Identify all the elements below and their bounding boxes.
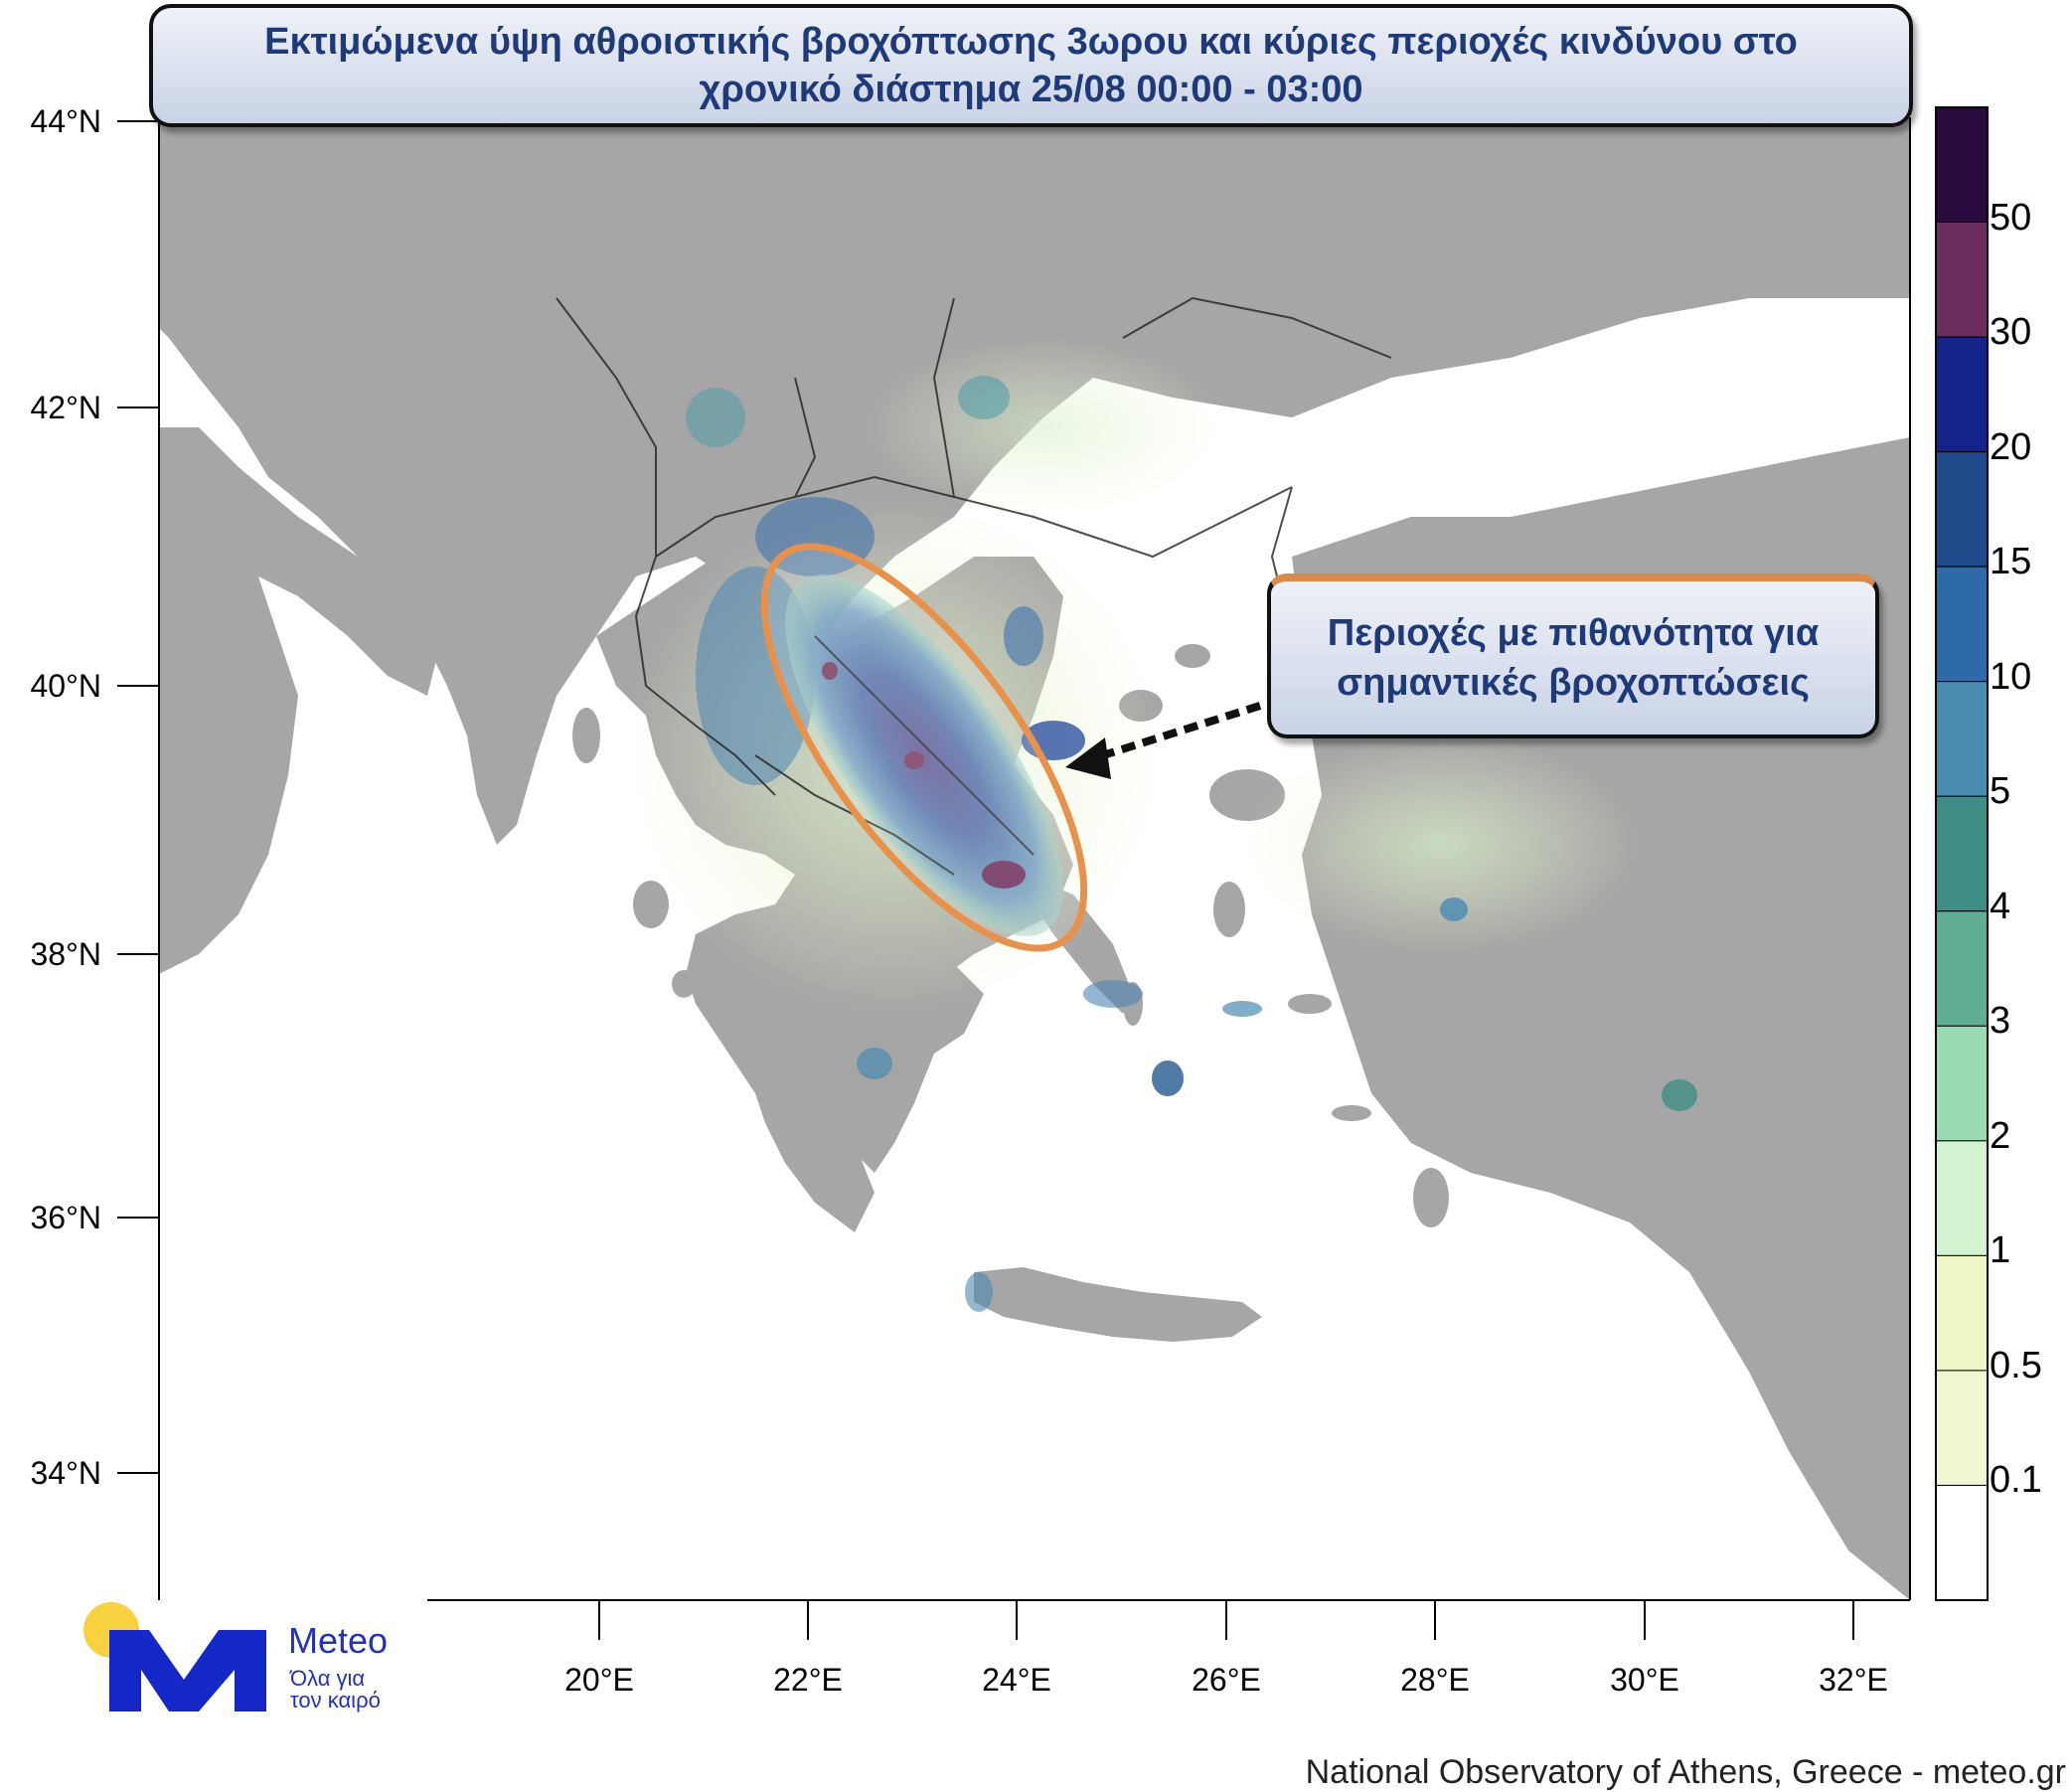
colorbar-swatch (1935, 566, 1989, 683)
logo-name: Meteo (288, 1620, 389, 1661)
island-kefalonia (633, 881, 669, 928)
lat-label-42: 42°N (30, 390, 102, 425)
lat-label-34: 34°N (30, 1455, 102, 1491)
lat-label-38: 38°N (30, 936, 102, 972)
colorbar-swatch (1935, 681, 1989, 797)
logo-m-icon (109, 1630, 266, 1711)
logo-tagline-line-2: τον καιρό (290, 1688, 381, 1712)
colorbar-outline (1935, 106, 1989, 1601)
island-chios (1213, 882, 1245, 937)
colorbar-swatch (1935, 795, 1989, 912)
colorbar-label: 50 (1990, 196, 2032, 239)
callout-line-2: σημαντικές βροχοπτώσεις (1337, 662, 1810, 704)
island-rhodes (1413, 1168, 1449, 1227)
colorbar-swatch (1935, 1025, 1989, 1142)
colorbar-swatch (1935, 451, 1989, 568)
callout-arrow (1101, 702, 1262, 759)
logo-tagline: Όλα για τον καιρό (290, 1668, 381, 1711)
colorbar-swatch (1935, 1140, 1989, 1256)
colorbar-label: 4 (1990, 885, 2011, 927)
lon-label-30: 30°E (1610, 1662, 1679, 1698)
colorbar-label: 20 (1990, 425, 2032, 468)
plot-area (159, 117, 1910, 1600)
colorbar-label: 0.5 (1990, 1344, 2042, 1386)
island-thasos (1175, 644, 1210, 668)
colorbar-swatch (1935, 336, 1989, 453)
callout-arrowhead (1065, 737, 1111, 779)
lon-label-28: 28°E (1400, 1662, 1470, 1698)
land-balkans (159, 117, 1910, 845)
title-line-2: χρονικό διάστημα 25/08 00:00 - 03:00 (699, 69, 1363, 110)
land-crete (974, 1267, 1262, 1342)
island-corfu (572, 708, 600, 763)
lon-label-22: 22°E (773, 1662, 843, 1698)
lon-label-26: 26°E (1192, 1662, 1261, 1698)
colorbar-label: 30 (1990, 311, 2032, 354)
risk-area-ellipse (760, 543, 1088, 952)
land-italy (159, 427, 437, 974)
island-zakynthos (672, 970, 696, 998)
lon-label-32: 32°E (1819, 1662, 1888, 1698)
colorbar-label: 0.1 (1990, 1459, 2042, 1502)
colorbar (1935, 106, 1989, 1601)
colorbar-swatch (1935, 1254, 1989, 1372)
lat-label-36: 36°N (30, 1200, 102, 1235)
colorbar-label: 3 (1990, 1000, 2011, 1043)
colorbar-label: 1 (1990, 1229, 2011, 1272)
risk-callout: Περιοχές με πιθανότητα για σημαντικές βρ… (1267, 573, 1879, 738)
logo-tagline-line-1: Όλα για (290, 1666, 366, 1691)
colorbar-label: 2 (1990, 1114, 2011, 1157)
map-title: Εκτιμώμενα ύψη αθροιστικής βροχόπτωσης 3… (149, 4, 1913, 127)
colorbar-swatch (1935, 910, 1989, 1027)
colorbar-label: 15 (1990, 541, 2032, 583)
axes-frame (117, 117, 1911, 1640)
colorbar-swatch (1935, 106, 1989, 224)
lon-label-20: 20°E (564, 1662, 634, 1698)
lat-label-40: 40°N (30, 668, 102, 704)
title-line-1: Εκτιμώμενα ύψη αθροιστικής βροχόπτωσης 3… (264, 21, 1798, 63)
colorbar-label: 10 (1990, 655, 2032, 698)
colorbar-swatch (1935, 1370, 1989, 1486)
colorbar-swatch (1935, 222, 1989, 338)
island-samos (1288, 994, 1332, 1014)
island-kos (1332, 1105, 1371, 1121)
meteo-logo (83, 1602, 266, 1711)
rain-field (626, 338, 1697, 1312)
colorbar-label: 5 (1990, 770, 2011, 813)
lat-label-44: 44°N (30, 103, 102, 139)
colorbar-swatch (1935, 1484, 1989, 1601)
callout-line-1: Περιοχές με πιθανότητα για (1327, 612, 1820, 654)
footer-credit: National Observatory of Athens, Greece -… (1305, 1753, 2066, 1791)
lon-label-24: 24°E (982, 1662, 1051, 1698)
